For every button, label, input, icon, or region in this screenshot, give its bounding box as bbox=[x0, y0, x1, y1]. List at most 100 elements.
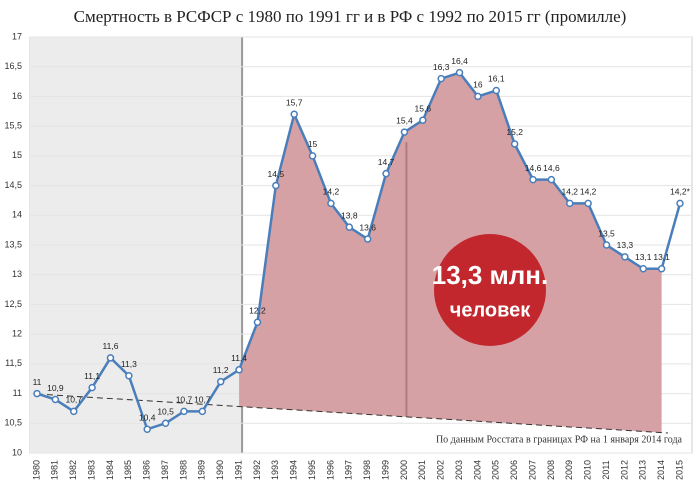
x-tick-label: 1981 bbox=[50, 460, 60, 480]
value-label: 13,3 bbox=[617, 240, 634, 250]
x-tick-label: 2008 bbox=[546, 460, 556, 480]
point bbox=[161, 419, 170, 428]
value-label: 15,6 bbox=[415, 103, 432, 113]
point bbox=[69, 407, 78, 416]
point bbox=[125, 371, 133, 380]
point bbox=[308, 152, 317, 160]
x-tick-label: 2007 bbox=[527, 460, 537, 480]
value-label: 15,2 bbox=[506, 127, 523, 137]
point bbox=[510, 140, 519, 148]
value-label: 15,7 bbox=[286, 98, 303, 108]
x-tick-label: 1986 bbox=[142, 460, 152, 480]
x-tick-label: 2012 bbox=[619, 460, 629, 480]
callout-circle bbox=[434, 234, 546, 346]
y-tick-label: 12 bbox=[12, 329, 22, 339]
x-tick-label: 1988 bbox=[178, 460, 188, 480]
point bbox=[474, 92, 482, 101]
point bbox=[621, 253, 629, 261]
point bbox=[51, 395, 60, 404]
value-label: 14,6 bbox=[525, 163, 542, 173]
x-tick-label: 1992 bbox=[252, 460, 262, 480]
x-tick-label: 1989 bbox=[197, 460, 207, 480]
point bbox=[363, 235, 372, 243]
value-label: 16,4 bbox=[451, 56, 468, 66]
y-tick-label: 10,5 bbox=[4, 418, 22, 428]
x-tick-label: 1987 bbox=[160, 460, 170, 480]
point bbox=[235, 366, 243, 374]
point bbox=[547, 175, 556, 184]
value-label: 15,4 bbox=[396, 115, 413, 125]
point bbox=[290, 110, 298, 119]
value-label: 16 bbox=[473, 80, 483, 90]
y-tick-label: 15 bbox=[12, 150, 22, 160]
value-label: 14,2 bbox=[580, 187, 597, 197]
y-tick-label: 16,5 bbox=[4, 61, 22, 71]
trend-line bbox=[36, 393, 669, 434]
value-label: 11,2 bbox=[213, 365, 229, 375]
x-tick-label: 1982 bbox=[68, 460, 78, 480]
point bbox=[639, 265, 648, 273]
y-tick-label: 14,5 bbox=[4, 180, 22, 190]
y-tick-label: 16 bbox=[12, 91, 22, 101]
x-tick-label: 2015 bbox=[674, 460, 684, 480]
y-tick-label: 10 bbox=[12, 447, 22, 457]
point bbox=[400, 128, 409, 136]
value-label: 11,4 bbox=[231, 353, 247, 363]
value-label: 10,7 bbox=[194, 395, 211, 405]
x-tick-label: 1998 bbox=[362, 460, 372, 480]
source-note: По данным Росстата в границах РФ на 1 ян… bbox=[436, 434, 683, 445]
x-tick-label: 2003 bbox=[454, 460, 464, 480]
callout-line1: 13,3 млн. bbox=[432, 260, 549, 290]
point bbox=[419, 116, 427, 124]
value-label: 14,6 bbox=[543, 163, 560, 173]
x-tick-label: 1991 bbox=[233, 460, 243, 480]
x-tick-label: 1999 bbox=[380, 460, 390, 480]
x-tick-label: 1984 bbox=[105, 460, 115, 480]
value-label: 10,7 bbox=[176, 395, 193, 405]
x-tick-label: 2010 bbox=[583, 460, 593, 480]
x-tick-label: 2011 bbox=[601, 460, 611, 479]
value-label: 11,6 bbox=[103, 341, 119, 351]
y-tick-label: 17 bbox=[12, 31, 22, 41]
point bbox=[437, 74, 445, 83]
y-tick-label: 14 bbox=[12, 210, 22, 220]
x-tick-label: 2014 bbox=[656, 460, 666, 480]
value-label: 12,2 bbox=[249, 306, 266, 316]
x-tick-label: 1980 bbox=[31, 460, 41, 480]
point bbox=[584, 199, 592, 208]
point bbox=[566, 199, 574, 208]
x-tick-label: 1997 bbox=[344, 460, 354, 480]
value-label: 13,5 bbox=[598, 228, 615, 238]
y-tick-label: 13 bbox=[12, 269, 22, 279]
point bbox=[455, 68, 464, 77]
point bbox=[345, 223, 354, 231]
value-label: 13,1 bbox=[635, 252, 652, 262]
value-label: 10,4 bbox=[139, 412, 156, 422]
x-tick-label: 2004 bbox=[472, 460, 482, 480]
x-tick-label: 1993 bbox=[270, 460, 280, 480]
x-tick-label: 2009 bbox=[564, 460, 574, 480]
value-label: 11,3 bbox=[121, 359, 137, 369]
point bbox=[180, 407, 188, 416]
point bbox=[216, 377, 225, 386]
x-tick-label: 2001 bbox=[417, 460, 427, 480]
value-label: 14,2 bbox=[561, 187, 578, 197]
value-label: 11 bbox=[33, 377, 42, 387]
y-tick-label: 13,5 bbox=[4, 239, 22, 249]
x-tick-label: 1995 bbox=[307, 460, 317, 480]
y-tick-label: 15,5 bbox=[4, 121, 22, 131]
value-label: 14,2 bbox=[323, 187, 340, 197]
y-tick-label: 11,5 bbox=[5, 358, 22, 368]
x-tick-label: 2002 bbox=[436, 460, 446, 480]
point bbox=[676, 199, 684, 208]
x-tick-label: 2000 bbox=[399, 460, 409, 480]
value-label: 10,7 bbox=[65, 395, 82, 405]
point bbox=[33, 389, 41, 398]
value-label: 14,2* bbox=[670, 187, 691, 197]
callout-line2: человек bbox=[450, 299, 532, 321]
x-tick-label: 2013 bbox=[638, 460, 648, 480]
point bbox=[382, 169, 390, 178]
point bbox=[602, 241, 611, 249]
x-tick-label: 1994 bbox=[289, 460, 299, 480]
